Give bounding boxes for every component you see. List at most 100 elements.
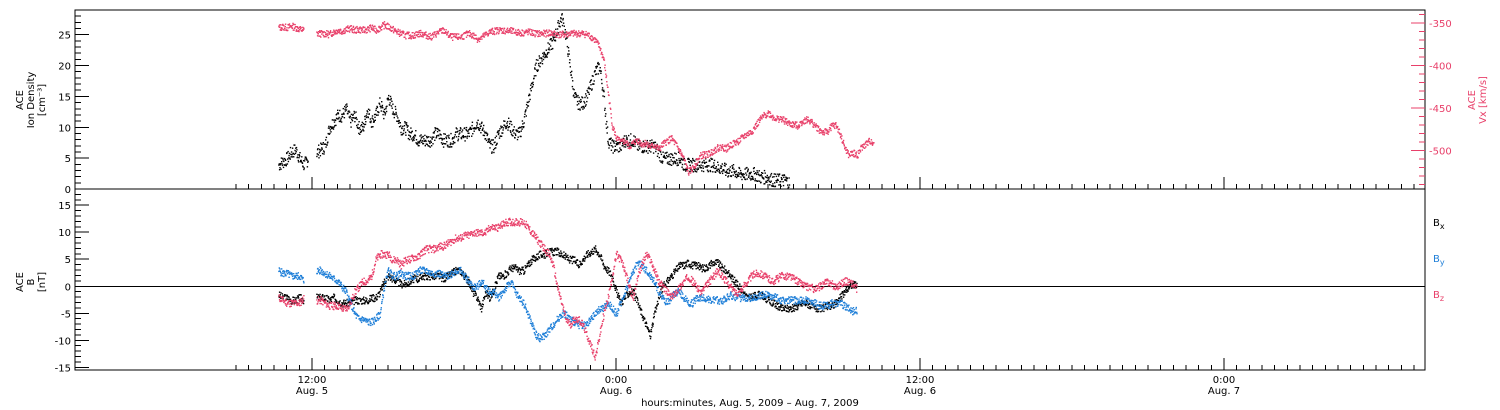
density-point [571,85,574,88]
bx-point [286,294,289,297]
vx-point [533,33,535,35]
density-point [489,147,491,149]
vx-point [560,35,563,37]
density-point [691,162,693,164]
density-point [788,177,790,179]
bx-point [327,295,330,298]
vx-point [397,33,400,35]
vx-point [550,34,552,36]
density-point [753,173,756,175]
vx-point [491,32,493,34]
density-point [280,168,282,170]
vx-point [809,122,811,124]
vx-point [726,145,728,147]
density-point [733,168,735,170]
vx-point [421,31,424,34]
bx-point [364,300,367,303]
density-point [283,160,285,163]
bx-point [593,250,595,253]
vx-point [855,153,857,155]
density-point [330,126,332,129]
density-point [743,176,746,178]
density-point [476,123,479,125]
bx-point [438,273,440,276]
bx-point [806,299,808,301]
bx-point [397,279,399,281]
vx-point [656,144,659,147]
bx-point [504,277,506,279]
bx-point [280,297,282,299]
density-point [734,171,736,173]
density-point [420,134,422,136]
by-point [281,272,283,274]
density-point [787,187,789,190]
density-point [302,160,305,162]
density-point [546,55,548,57]
by-point [336,282,338,285]
density-point [353,110,355,113]
vx-point [397,30,399,32]
density-point [501,126,503,128]
bx-point [626,292,628,294]
density-point [376,114,378,116]
vx-point [710,153,712,155]
vx-point [682,155,685,157]
vx-point [745,133,747,135]
density-point [775,175,778,178]
bx-point [591,250,593,253]
bx-point [649,330,651,333]
vx-point [499,28,502,31]
bx-point [415,275,417,277]
bx-point [624,298,626,300]
density-point [732,174,734,176]
density-point [784,179,787,181]
density-point [383,117,385,120]
density-point [473,127,475,130]
density-point [606,132,608,134]
vx-point [719,147,721,149]
density-point [397,117,399,119]
density-point [662,160,664,163]
bx-point [768,299,771,301]
bx-point [652,325,654,327]
density-point [327,132,329,135]
legend-bx: Bx [1433,218,1445,231]
density-point [358,121,360,123]
bx-point [284,295,286,297]
bx-point [650,329,652,331]
density-point [344,110,347,112]
vx-point [552,33,554,35]
vx-point [493,31,495,33]
vx-point [861,145,863,147]
vx-point [472,34,474,36]
density-axis-label-line: ACE [15,90,26,110]
density-point [542,55,544,58]
density-point [279,167,281,169]
vx-point [662,145,665,147]
bx-point [559,255,561,257]
density-point [302,166,304,168]
density-point [391,107,393,109]
density-point [401,127,403,130]
bx-point [633,290,635,292]
bx-point [331,296,333,299]
vx-point [487,34,489,36]
density-point [394,113,396,116]
bx-point [616,296,619,298]
vx-point [436,31,439,33]
density-point [471,135,473,137]
vx-point [776,118,778,121]
vx-point [358,28,360,30]
vx-point [509,28,511,30]
density-point [771,185,773,187]
bx-point [829,308,832,310]
density-point [423,138,425,140]
density-point [564,29,566,31]
vx-point [760,117,762,120]
density-point [483,134,486,137]
density-point [437,128,439,130]
vx-point [806,120,809,122]
bx-point [727,276,729,278]
density-point [381,106,383,108]
vx-point [536,30,538,32]
